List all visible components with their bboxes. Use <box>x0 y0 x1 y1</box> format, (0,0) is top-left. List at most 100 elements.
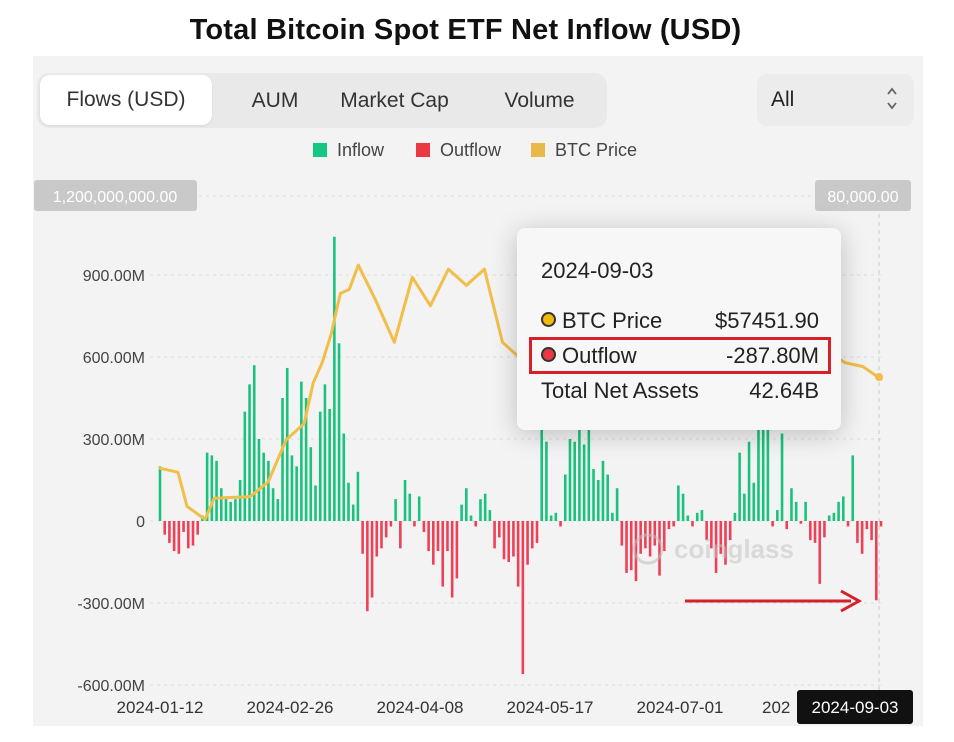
outflow-bar <box>672 521 675 527</box>
outflow-bar <box>728 521 732 541</box>
legend-label: Outflow <box>440 140 502 160</box>
left-max-badge: 1,200,000,000.00 <box>34 180 197 211</box>
inflow-bar <box>488 510 492 521</box>
inflow-bar <box>761 395 765 521</box>
outflow-swatch <box>416 143 430 157</box>
outflow-bar <box>493 521 496 549</box>
inflow-bar <box>314 485 317 521</box>
outflow-bar <box>530 521 534 549</box>
inflow-bar <box>234 499 237 521</box>
outflow-bar <box>879 521 883 527</box>
y-axis-ticks: 900.00M 600.00M 300.00M 0 -300.00M -600.00M <box>77 268 145 695</box>
outflow-bar <box>818 521 822 584</box>
y-tick-label: -300.00M <box>77 596 145 613</box>
tooltip-date: 2024-09-03 <box>541 258 654 283</box>
flow-bars <box>158 236 883 675</box>
x-cursor-badge: 2024-09-03 <box>797 690 913 724</box>
tooltip-row-net-assets: Total Net Assets 42.64B <box>541 378 819 408</box>
outflow-bar <box>512 521 515 557</box>
inflow-bar <box>342 433 346 521</box>
inflow-bar <box>677 485 680 521</box>
inflow-bar <box>851 455 855 521</box>
outflow-bar <box>629 521 633 571</box>
inflow-bar <box>483 493 487 521</box>
inflow-bar <box>281 398 284 521</box>
inflow-bar <box>257 439 261 521</box>
x-tick-label: 2024-07-01 <box>637 698 724 717</box>
outflow-bar <box>860 521 864 554</box>
inflow-bar <box>747 441 751 521</box>
inflow-bar <box>601 460 605 521</box>
y-tick-label: 900.00M <box>83 268 145 285</box>
inflow-bar <box>337 343 341 521</box>
inflow-bar <box>290 455 294 521</box>
outflow-bar <box>474 521 478 527</box>
outflow-bar <box>658 521 661 576</box>
inflow-bar <box>587 384 591 521</box>
outflow-bar <box>507 521 511 562</box>
inflow-bar <box>158 466 162 521</box>
inflow-bar <box>252 365 256 521</box>
btc-price-swatch <box>531 143 545 157</box>
inflow-bar <box>766 425 770 521</box>
tab-market-cap[interactable]: Market Cap <box>340 89 449 112</box>
outflow-bar <box>710 521 713 549</box>
inflow-bar <box>582 444 586 521</box>
right-max-badge: 80,000.00 <box>815 180 911 211</box>
inflow-bar <box>686 515 690 521</box>
tooltip-label: Outflow <box>562 343 637 368</box>
x-tick-label: 2024-04-08 <box>377 698 464 717</box>
tab-flows[interactable]: Flows (USD) <box>40 75 212 125</box>
inflow-bar <box>545 441 548 521</box>
outflow-bar <box>714 521 718 573</box>
outflow-bar <box>705 521 708 541</box>
inflow-bar <box>295 466 298 521</box>
outflow-bar <box>516 521 520 587</box>
inflow-bar <box>733 512 737 521</box>
inflow-bar <box>592 469 595 521</box>
inflow-bar <box>229 501 232 521</box>
x-tick-label: 202 <box>762 698 790 717</box>
outflow-bar <box>375 521 379 557</box>
x-tick-label: 2024-05-17 <box>507 698 594 717</box>
inflow-bar <box>827 515 831 521</box>
outflow-bar <box>648 521 652 557</box>
page-title: Total Bitcoin Spot ETF Net Inflow (USD) <box>178 0 753 56</box>
outflow-bar <box>384 521 388 538</box>
outflow-bar <box>809 521 812 541</box>
inflow-bar <box>568 439 572 521</box>
outflow-bar <box>870 521 873 541</box>
inflow-bar <box>695 512 699 521</box>
legend-item-btc-price[interactable]: BTC Price <box>531 140 637 164</box>
inflow-bar <box>606 474 609 521</box>
tab-aum[interactable]: AUM <box>251 89 299 112</box>
tooltip-value: -287.80M <box>726 343 819 368</box>
inflow-bar <box>323 384 327 521</box>
outflow-bar <box>799 521 803 524</box>
inflow-bar <box>832 512 836 521</box>
outflow-bar <box>625 521 628 573</box>
inflow-bar <box>248 384 251 521</box>
inflow-bar <box>328 408 331 521</box>
outflow-bar <box>719 521 723 554</box>
inflow-bar <box>578 417 581 521</box>
inflow-bar <box>351 504 355 521</box>
outflow-bar <box>662 521 666 552</box>
tab-bar: Flows (USD) AUM Market Cap Volume <box>37 73 607 128</box>
inflow-bar <box>776 510 779 521</box>
outflow-bar <box>823 521 826 538</box>
outflow-bar <box>634 521 638 582</box>
legend-item-inflow[interactable]: Inflow <box>313 140 384 164</box>
inflow-bar <box>681 493 685 521</box>
right-max-label: 80,000.00 <box>827 189 898 206</box>
x-tick-label: 2024-02-26 <box>247 698 334 717</box>
inflow-bar <box>333 236 336 521</box>
inflow-bar <box>210 455 214 521</box>
outflow-bar <box>667 521 671 530</box>
tab-volume[interactable]: Volume <box>504 89 575 112</box>
legend-item-outflow[interactable]: Outflow <box>416 140 501 164</box>
left-max-label: 1,200,000,000.00 <box>53 189 178 206</box>
outflow-bar <box>366 521 369 612</box>
range-select[interactable]: All <box>757 74 914 126</box>
